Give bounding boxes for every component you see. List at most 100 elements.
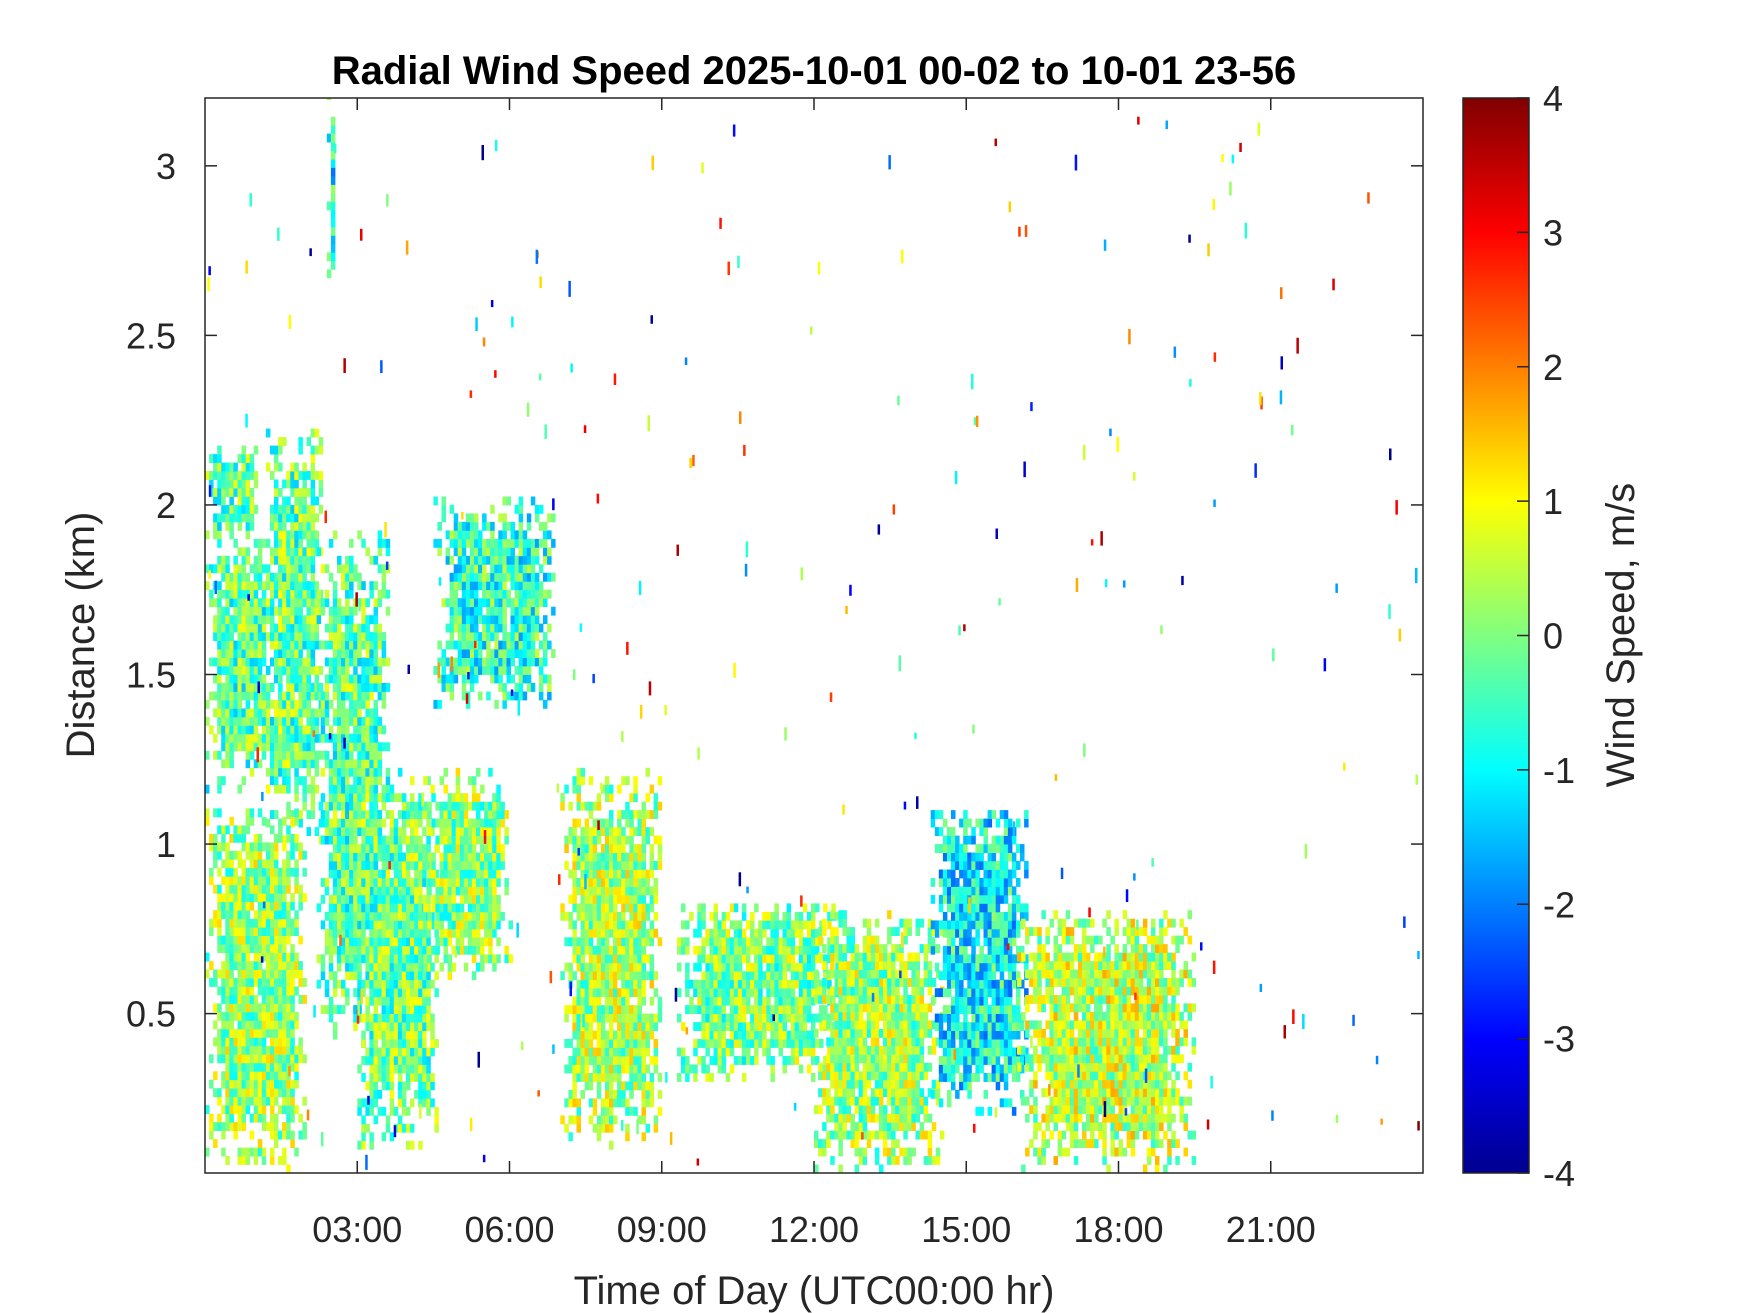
heatmap-cell: [245, 884, 251, 894]
heatmap-cell: [274, 708, 279, 718]
heatmap-cell: [233, 615, 238, 625]
heatmap-cell: [261, 1113, 267, 1123]
heatmap-cell: [225, 589, 230, 599]
heatmap-cell: [229, 632, 234, 641]
heatmap-cell: [225, 1088, 230, 1098]
heatmap-cell: [701, 1022, 706, 1031]
heatmap-cell: [270, 547, 275, 557]
heatmap-cell: [617, 971, 622, 981]
heatmap-cell: [373, 615, 378, 625]
heatmap-cell: [653, 911, 659, 921]
heatmap-cell: [455, 869, 461, 879]
heatmap-cell: [225, 640, 230, 650]
heatmap-cell: [455, 784, 461, 794]
heatmap-cell: [369, 632, 374, 641]
heatmap-cell: [514, 683, 520, 692]
heatmap-cell: [488, 886, 493, 896]
heatmap-cell: [261, 725, 267, 735]
heatmap-cell: [217, 598, 222, 608]
heatmap-cell: [410, 945, 415, 955]
heatmap-cell: [621, 945, 626, 955]
heatmap-cell: [373, 632, 378, 641]
heatmap-cell: [385, 1047, 391, 1057]
heatmap-cell: [478, 606, 483, 616]
heatmap-cell: [381, 1039, 387, 1048]
heatmap-cell: [737, 962, 743, 972]
heatmap-cell: [782, 1013, 787, 1023]
heatmap-cell: [349, 844, 354, 853]
heatmap-cell: [782, 937, 787, 947]
heatmap-cell: [498, 657, 503, 667]
heatmap-cell: [576, 835, 581, 845]
heatmap-cell: [349, 911, 354, 921]
heatmap-cell: [572, 1056, 577, 1065]
heatmap-cell: [496, 793, 501, 803]
heatmap-cell: [441, 683, 446, 692]
heatmap-cell: [401, 1064, 407, 1074]
heatmap-cell: [345, 716, 350, 726]
heatmap-cell: [476, 835, 481, 845]
heatmap-cell: [725, 954, 731, 964]
heatmap-cell: [604, 835, 610, 845]
heatmap-cell: [282, 759, 287, 769]
heatmap-cell: [221, 479, 226, 489]
heatmap-cell: [221, 1130, 226, 1140]
heatmap-cell: [229, 1028, 234, 1038]
heatmap-cell: [278, 927, 283, 936]
heatmap-cell: [572, 945, 577, 955]
heatmap-cell: [645, 1047, 650, 1057]
heatmap-cell: [369, 1056, 374, 1065]
heatmap-cell: [754, 903, 759, 913]
heatmap-cell: [794, 1047, 800, 1057]
heatmap-cell: [401, 1098, 407, 1108]
heatmap-cell: [357, 767, 362, 777]
heatmap-cell: [689, 1064, 694, 1074]
heatmap-cell: [306, 606, 311, 616]
heatmap-cell: [221, 1045, 226, 1055]
heatmap-cell: [241, 471, 246, 480]
heatmap-cell: [580, 776, 585, 786]
heatmap-cell: [604, 937, 610, 947]
heatmap-cell: [431, 793, 436, 803]
heatmap-cell: [381, 1132, 387, 1142]
heatmap-cell: [290, 708, 295, 718]
heatmap-cell: [414, 911, 419, 921]
heatmap-cell: [237, 488, 242, 497]
heatmap-cell: [543, 589, 548, 599]
heatmap-cell: [401, 1089, 407, 1099]
heatmap-cell: [439, 903, 444, 913]
heatmap-cell: [365, 699, 370, 709]
heatmap-cell: [786, 1039, 792, 1048]
heatmap-cell: [729, 988, 735, 998]
heatmap-cell: [588, 1047, 594, 1057]
heatmap-cell: [345, 606, 350, 616]
heatmap-cell: [401, 1081, 407, 1091]
heatmap-cell: [385, 742, 391, 752]
heatmap-cell: [294, 666, 299, 675]
heatmap-cell: [233, 504, 238, 514]
heatmap-cell: [381, 725, 387, 735]
heatmap-cell: [233, 978, 238, 987]
heatmap-cell: [282, 615, 287, 625]
heatmap-cell: [225, 1071, 230, 1081]
heatmap-cell: [221, 555, 226, 565]
heatmap-cell: [502, 530, 507, 540]
heatmap-cell: [365, 962, 370, 972]
heatmap-cell: [547, 674, 552, 684]
heatmap-cell: [410, 852, 415, 862]
heatmap-cell: [229, 876, 234, 886]
heatmap-cell: [596, 1073, 602, 1082]
heatmap-cell: [241, 581, 246, 591]
heatmap-cell: [332, 827, 338, 836]
heatmap-cell: [345, 632, 350, 641]
heatmap-cell: [306, 598, 311, 608]
heatmap-cell: [229, 1045, 234, 1055]
heatmap-cell: [306, 547, 311, 557]
heatmap-cell: [451, 945, 457, 955]
heatmap-cell: [488, 920, 493, 930]
heatmap-cell: [237, 944, 242, 953]
heatmap-cell: [298, 995, 303, 1004]
heatmap-cell: [286, 850, 291, 860]
heatmap-cell: [249, 901, 255, 911]
plot-area: 03:00 06:00 09:00 12:00 15:00 18:00 21:00 0.51…: [126, 97, 1424, 1250]
